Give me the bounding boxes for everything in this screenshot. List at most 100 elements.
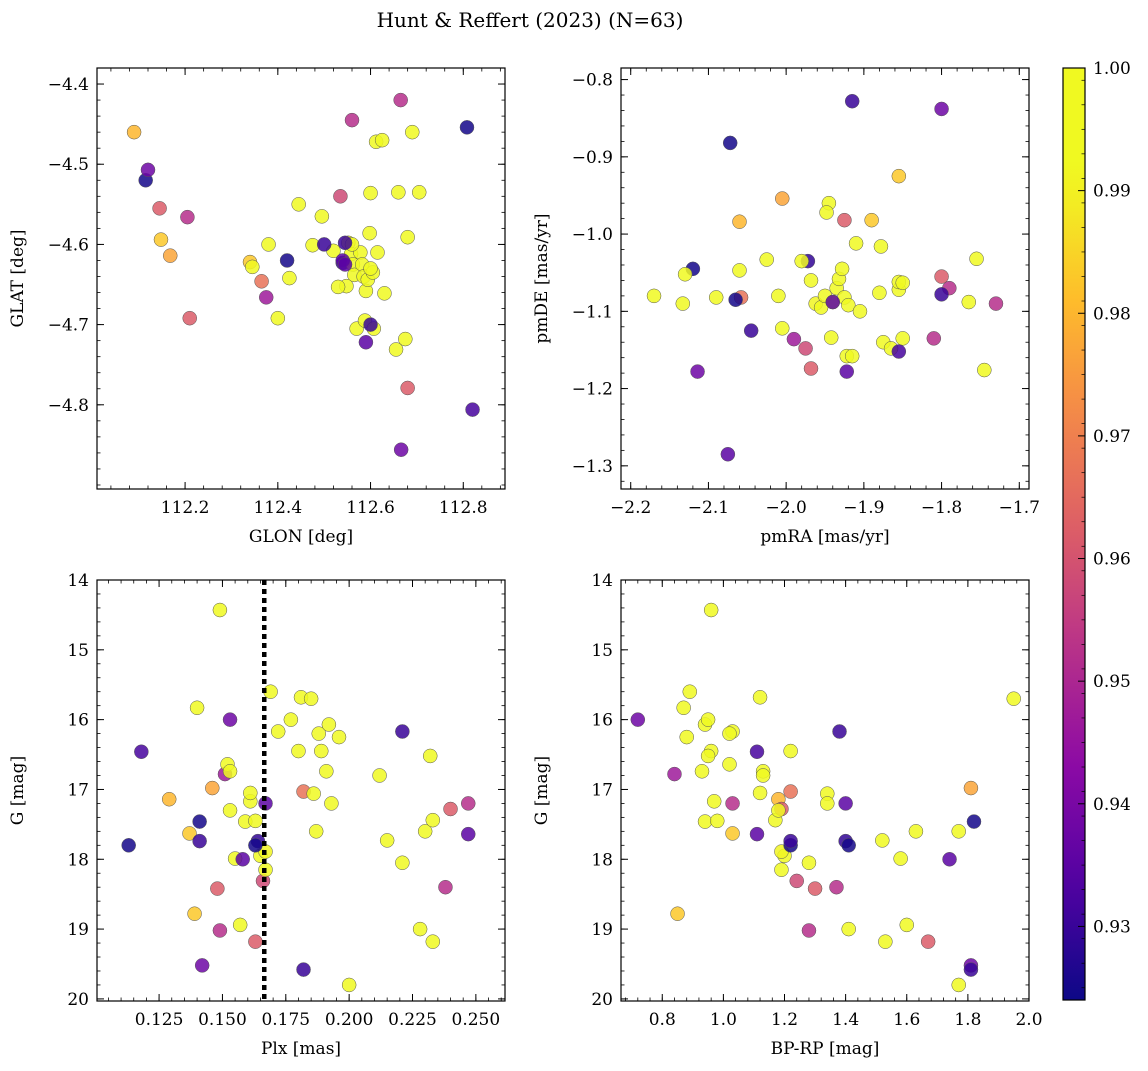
y-tick-label: 17 [67, 780, 89, 800]
data-point-16 [697, 814, 713, 829]
data-point-38 [370, 245, 385, 260]
y-tick-label: −4.6 [48, 235, 89, 255]
data-point-50 [243, 785, 258, 801]
data-point-38 [872, 285, 887, 301]
panel-bprp-vs-g: 0.8 1.0 1.2 1.4 1.6 1.8 2.0 14 15 16 17 18 19 20 BP-RP… [532, 571, 1043, 1059]
x-tick-label: 112.8 [439, 498, 488, 518]
data-point-52 [794, 253, 809, 269]
data-point-43 [422, 748, 438, 764]
x-axis-label: BP-RP [mag] [771, 1039, 880, 1059]
data-point-13 [694, 764, 710, 779]
data-point-62 [783, 833, 798, 849]
y-tick-label: −0.9 [572, 148, 613, 168]
data-point-62 [192, 833, 207, 849]
y-tick-label: 14 [67, 571, 89, 591]
data-point-9 [245, 259, 260, 275]
data-point-6 [180, 209, 195, 225]
data-point-54 [465, 402, 480, 417]
data-point-45 [895, 275, 910, 290]
data-point-12 [675, 296, 691, 311]
data-point-47 [934, 269, 949, 284]
data-point-57 [963, 962, 979, 977]
data-point-15 [291, 197, 306, 212]
data-point-31 [722, 726, 737, 741]
data-point-7 [248, 934, 263, 949]
data-point-18 [248, 813, 263, 829]
colorbar-tick-label: 0.95 [1093, 672, 1131, 692]
data-point-14 [708, 290, 724, 305]
data-point-25 [270, 724, 286, 739]
x-axis-label: pmRA [mas/yr] [760, 527, 889, 547]
data-point-32 [314, 743, 329, 759]
data-point-7 [182, 310, 197, 326]
colorbar: 0.93 0.94 0.95 0.96 0.97 0.98 0.99 1.00 [1062, 59, 1131, 1001]
x-tick-label: 112.6 [346, 498, 395, 518]
data-point-35 [324, 796, 339, 811]
data-point-46 [926, 331, 942, 346]
data-point-15 [232, 917, 248, 933]
data-point-3 [837, 212, 852, 228]
data-point-58 [720, 446, 736, 462]
y-tick-label: 18 [591, 850, 613, 870]
x-tick-label: 112.2 [161, 498, 210, 518]
data-point-45 [411, 185, 427, 200]
data-point-35 [820, 796, 835, 811]
data-point-61 [722, 135, 738, 151]
data-point-30 [308, 824, 324, 839]
data-point-18 [775, 321, 790, 336]
data-point-46 [393, 92, 408, 108]
colorbar-tick-label: 0.94 [1093, 795, 1131, 815]
data-point-8 [891, 168, 907, 184]
data-point-51 [283, 712, 299, 727]
data-point-59 [832, 724, 847, 739]
data-point-11 [258, 290, 274, 305]
data-point-35 [844, 348, 860, 364]
y-tick-label: 17 [591, 780, 613, 800]
data-point-53 [459, 120, 475, 135]
x-tick-label: 0.150 [198, 1010, 247, 1030]
y-tick-label: 19 [591, 920, 613, 940]
data-point-49 [771, 803, 786, 818]
data-point-41 [388, 342, 404, 357]
data-point-54 [891, 344, 907, 359]
data-point-37 [951, 977, 966, 993]
data-point-9 [646, 288, 662, 304]
data-point-4 [725, 826, 740, 841]
data-point-10 [254, 274, 269, 289]
y-tick-label: 16 [591, 711, 613, 731]
data-point-46 [438, 879, 453, 895]
data-point-19 [789, 873, 804, 889]
data-point-28 [303, 691, 319, 706]
data-point-39 [379, 833, 395, 848]
colorbar-tick-label: 1.00 [1093, 59, 1131, 79]
data-point-33 [362, 225, 377, 241]
data-point-51 [977, 362, 992, 378]
data-point-5 [205, 780, 220, 796]
y-axis-label: G [mag] [8, 756, 28, 825]
data-point-59 [395, 724, 410, 739]
x-tick-label: 1.8 [954, 1010, 981, 1030]
data-point-62 [363, 317, 378, 332]
data-point-61 [248, 838, 263, 853]
y-tick-label: −4.5 [48, 155, 89, 175]
panel-plx-vs-g: 0.125 0.150 0.175 0.200 0.225 0.250 14 15 16 17 18… [8, 571, 506, 1059]
y-tick-label: 16 [67, 711, 89, 731]
data-point-13 [677, 267, 693, 282]
axes-frame [620, 67, 1030, 490]
data-point-15 [732, 263, 747, 278]
data-point-18 [710, 813, 725, 829]
data-point-3 [807, 881, 823, 896]
data-point-28 [1006, 691, 1021, 706]
x-tick-label: 1.4 [832, 1010, 859, 1030]
colorbar-tick-label: 0.96 [1093, 550, 1131, 570]
data-point-54 [134, 744, 149, 759]
data-point-50 [752, 785, 768, 801]
data-point-57 [337, 235, 353, 251]
y-axis-label: G [mag] [532, 756, 552, 825]
axes-frame [96, 579, 506, 1002]
data-point-38 [755, 768, 771, 783]
data-point-17 [771, 288, 786, 304]
data-point-44 [895, 331, 910, 346]
